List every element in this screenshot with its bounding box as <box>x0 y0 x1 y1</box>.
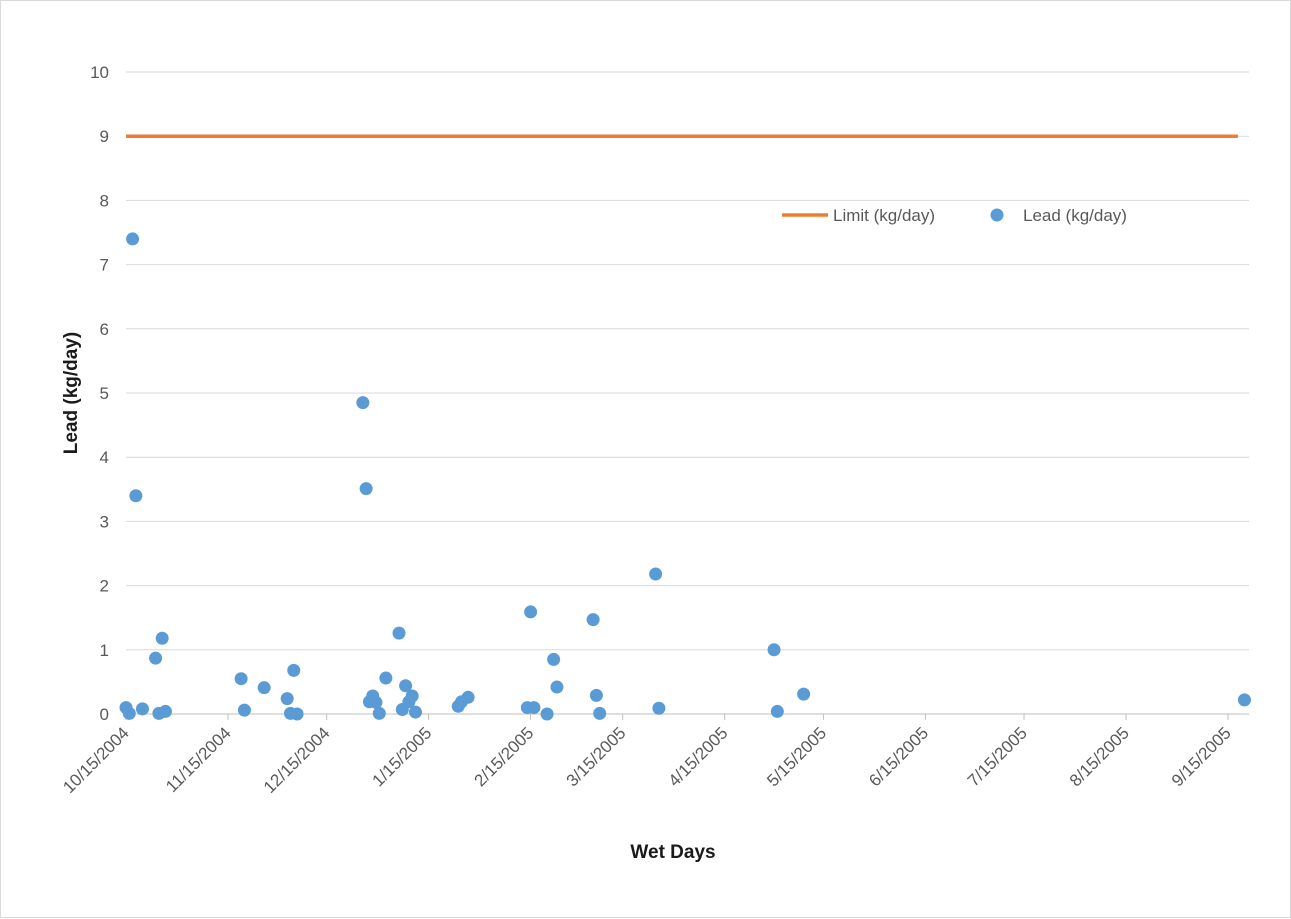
lead-point <box>122 706 136 720</box>
lead-point <box>408 705 422 719</box>
lead-point <box>461 690 475 704</box>
legend-lead-label: Lead (kg/day) <box>1023 206 1127 225</box>
series-layer <box>119 134 1251 721</box>
lead-point <box>372 706 386 720</box>
x-tick-label: 3/15/2005 <box>563 723 630 790</box>
x-tick-label: 4/15/2005 <box>665 723 732 790</box>
lead-point <box>524 605 538 619</box>
x-tick-label: 8/15/2005 <box>1066 723 1133 790</box>
lead-point <box>399 679 413 693</box>
legend-lead-swatch <box>990 208 1004 222</box>
y-tick-label: 5 <box>100 384 109 403</box>
x-tick-label: 11/15/2004 <box>162 723 235 796</box>
lead-point <box>237 703 251 717</box>
gridlines <box>126 71 1249 715</box>
lead-point <box>369 695 383 709</box>
lead-point <box>149 651 163 665</box>
y-tick-label: 9 <box>100 127 109 146</box>
y-tick-label: 10 <box>90 63 109 82</box>
lead-point <box>550 680 564 694</box>
y-tick-label: 1 <box>100 641 109 660</box>
x-tick-label: 2/15/2005 <box>471 723 538 790</box>
y-axis-title: Lead (kg/day) <box>61 332 82 454</box>
lead-point <box>135 702 149 716</box>
y-tick-label: 8 <box>100 191 109 210</box>
lead-point <box>126 232 140 246</box>
legend: Limit (kg/day) Lead (kg/day) <box>782 206 1127 225</box>
y-tick-label: 0 <box>100 705 109 724</box>
x-tick-label: 1/15/2005 <box>369 723 436 790</box>
y-tick-labels: 0 1 2 3 4 5 6 7 8 9 10 <box>90 63 109 724</box>
x-tick-label: 6/15/2005 <box>865 723 932 790</box>
x-tick-label: 9/15/2005 <box>1168 723 1235 790</box>
lead-point <box>392 626 406 640</box>
y-tick-label: 2 <box>100 577 109 596</box>
lead-point <box>379 671 393 685</box>
lead-point <box>1237 693 1251 707</box>
lead-point <box>593 706 607 720</box>
lead-point <box>527 701 541 715</box>
lead-point <box>356 396 370 410</box>
x-tick-labels: 10/15/2004 11/15/2004 12/15/2004 1/15/2005 2… <box>59 714 1235 797</box>
x-axis-title: Wet Days <box>630 842 715 863</box>
lead-point <box>589 688 603 702</box>
lead-point <box>770 704 784 718</box>
lead-point <box>129 489 143 503</box>
lead-point <box>405 689 419 703</box>
y-tick-label: 4 <box>100 448 109 467</box>
lead-point <box>586 613 600 627</box>
lead-point <box>767 643 781 657</box>
lead-point <box>234 672 248 686</box>
x-tick-label: 12/15/2004 <box>260 723 334 797</box>
lead-point <box>287 663 301 677</box>
y-tick-label: 7 <box>100 256 109 275</box>
lead-point <box>158 704 172 718</box>
x-tick-label: 7/15/2005 <box>964 723 1031 790</box>
x-tick-label: 10/15/2004 <box>59 723 133 797</box>
lead-point <box>280 692 294 706</box>
y-tick-label: 3 <box>100 512 109 531</box>
lead-point <box>257 681 271 695</box>
lead-point <box>649 567 663 581</box>
lead-point <box>155 631 169 645</box>
y-tick-label: 6 <box>100 320 109 339</box>
lead-point <box>652 701 666 715</box>
lead-point <box>290 707 304 721</box>
lead-point <box>540 707 554 721</box>
legend-limit-label: Limit (kg/day) <box>833 206 935 225</box>
lead-point <box>359 482 373 496</box>
lead-point <box>797 687 811 701</box>
x-tick-label: 5/15/2005 <box>763 723 830 790</box>
lead-point <box>547 652 561 666</box>
